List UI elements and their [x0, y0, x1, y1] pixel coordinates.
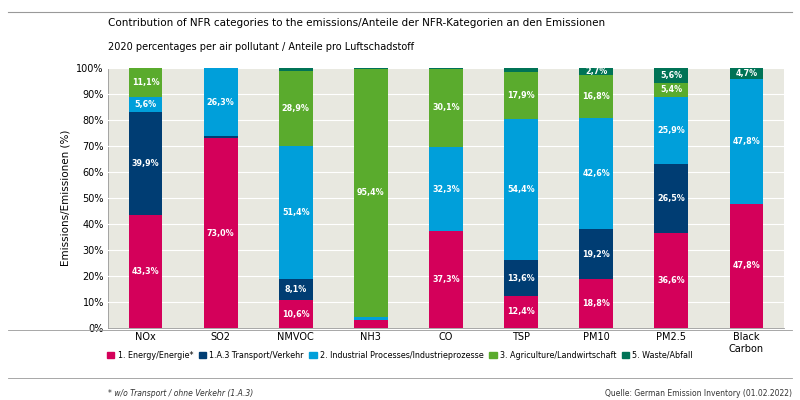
Bar: [730, 80, 763, 204]
Bar: [279, 279, 313, 300]
Text: Quelle: German Emission Inventory (01.02.2022): Quelle: German Emission Inventory (01.02…: [605, 389, 792, 398]
Text: 16,8%: 16,8%: [582, 92, 610, 101]
Text: 5,4%: 5,4%: [660, 85, 682, 94]
Bar: [279, 300, 313, 328]
Text: 32,3%: 32,3%: [432, 184, 460, 194]
Bar: [129, 97, 162, 112]
Text: 19,2%: 19,2%: [582, 250, 610, 259]
Text: 95,4%: 95,4%: [357, 188, 385, 197]
Text: 2,7%: 2,7%: [585, 67, 607, 76]
Text: 17,9%: 17,9%: [507, 91, 535, 100]
Text: 28,9%: 28,9%: [282, 104, 310, 113]
Bar: [579, 75, 613, 118]
Bar: [354, 68, 388, 316]
Bar: [204, 136, 238, 138]
Text: 25,9%: 25,9%: [658, 126, 686, 135]
Bar: [354, 320, 388, 328]
Text: 39,9%: 39,9%: [132, 159, 159, 168]
Bar: [654, 97, 688, 164]
Bar: [579, 68, 613, 75]
Bar: [654, 164, 688, 233]
Text: 26,3%: 26,3%: [206, 98, 234, 107]
Text: 12,4%: 12,4%: [507, 307, 535, 316]
Bar: [730, 67, 763, 80]
Text: 30,1%: 30,1%: [432, 104, 460, 112]
Bar: [429, 69, 463, 147]
Text: 51,4%: 51,4%: [282, 208, 310, 217]
Text: 43,3%: 43,3%: [132, 267, 159, 276]
Text: 11,1%: 11,1%: [132, 78, 159, 87]
Bar: [279, 146, 313, 279]
Text: 18,8%: 18,8%: [582, 299, 610, 308]
Bar: [129, 216, 162, 328]
Text: 5,6%: 5,6%: [660, 71, 682, 80]
Text: 2020 percentages per air pollutant / Anteile pro Luftschadstoff: 2020 percentages per air pollutant / Ant…: [108, 42, 414, 52]
Bar: [429, 147, 463, 231]
Bar: [279, 68, 313, 70]
Text: 10,6%: 10,6%: [282, 310, 310, 319]
Text: 47,8%: 47,8%: [733, 261, 760, 270]
Legend: 1. Energy/Energie*, 1.A.3 Transport/Verkehr, 2. Industrial Processes/Industriepr: 1. Energy/Energie*, 1.A.3 Transport/Verk…: [107, 351, 693, 360]
Bar: [579, 229, 613, 279]
Bar: [579, 279, 613, 328]
Bar: [504, 260, 538, 296]
Text: 73,0%: 73,0%: [207, 228, 234, 238]
Bar: [654, 82, 688, 97]
Text: 8,1%: 8,1%: [285, 286, 307, 294]
Bar: [730, 204, 763, 328]
Bar: [354, 316, 388, 320]
Bar: [129, 112, 162, 216]
Text: 37,3%: 37,3%: [432, 275, 460, 284]
Bar: [579, 118, 613, 229]
Bar: [504, 72, 538, 119]
Bar: [504, 119, 538, 260]
Text: Contribution of NFR categories to the emissions/Anteile der NFR-Kategorien an de: Contribution of NFR categories to the em…: [108, 18, 605, 28]
Text: * w/o Transport / ohne Verkehr (1.A.3): * w/o Transport / ohne Verkehr (1.A.3): [108, 389, 254, 398]
Text: 4,7%: 4,7%: [735, 69, 758, 78]
Bar: [504, 68, 538, 72]
Bar: [279, 70, 313, 146]
Y-axis label: Emissions/Emissionen (%): Emissions/Emissionen (%): [61, 130, 70, 266]
Bar: [654, 233, 688, 328]
Bar: [429, 68, 463, 69]
Bar: [129, 68, 162, 97]
Text: 13,6%: 13,6%: [507, 274, 535, 282]
Bar: [429, 231, 463, 328]
Text: 42,6%: 42,6%: [582, 169, 610, 178]
Text: 54,4%: 54,4%: [507, 185, 535, 194]
Bar: [654, 68, 688, 82]
Text: 47,8%: 47,8%: [733, 137, 760, 146]
Text: 36,6%: 36,6%: [658, 276, 685, 285]
Bar: [504, 296, 538, 328]
Bar: [204, 138, 238, 328]
Text: 5,6%: 5,6%: [134, 100, 157, 109]
Bar: [204, 68, 238, 136]
Text: 26,5%: 26,5%: [658, 194, 686, 203]
